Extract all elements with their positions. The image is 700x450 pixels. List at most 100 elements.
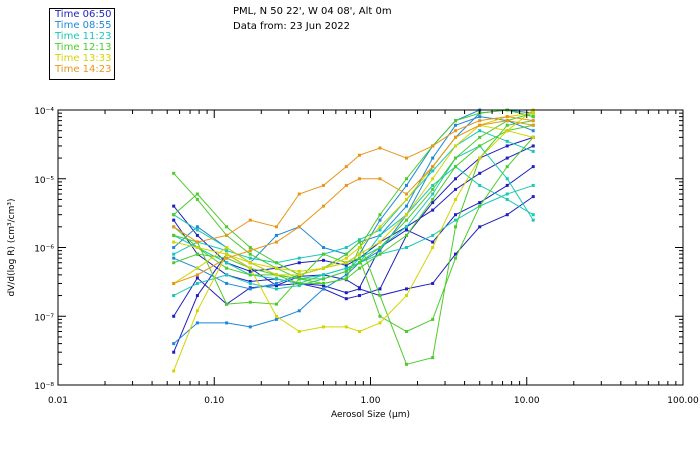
data-point (431, 169, 435, 173)
data-point (225, 225, 229, 229)
data-point (248, 325, 252, 329)
data-point (454, 256, 458, 260)
data-point (274, 314, 278, 318)
y-tick-label: 10⁻⁷ (34, 313, 54, 323)
data-point (321, 258, 325, 262)
data-point (505, 144, 509, 148)
date-label: Data from: 23 Jun 2022 (233, 21, 351, 32)
data-point (344, 297, 348, 301)
data-point (405, 177, 409, 181)
data-point (195, 197, 199, 201)
data-point (274, 261, 278, 265)
data-point (321, 266, 325, 270)
data-point (297, 309, 301, 313)
data-point (344, 273, 348, 277)
data-point (225, 256, 229, 260)
data-point (297, 192, 301, 196)
data-point (431, 144, 435, 148)
data-point (274, 317, 278, 321)
data-point (405, 228, 409, 232)
data-point (172, 314, 176, 318)
data-point (297, 261, 301, 265)
data-point (431, 281, 435, 285)
data-point (344, 325, 348, 329)
data-point (172, 204, 176, 208)
data-point (405, 204, 409, 208)
location-label: PML, N 50 22', W 04 08', Alt 0m (233, 6, 392, 17)
series-line (173, 145, 534, 296)
data-point (344, 266, 348, 270)
series-line (173, 109, 534, 372)
data-point (225, 249, 229, 253)
data-point (297, 225, 301, 229)
series-line (173, 124, 534, 284)
x-tick-label: 0.01 (48, 396, 68, 406)
series-line (173, 166, 534, 317)
data-point (531, 218, 535, 222)
data-point (505, 156, 509, 160)
data-point (248, 273, 252, 277)
data-point (378, 314, 382, 318)
data-point (405, 183, 409, 187)
data-point (172, 369, 176, 373)
data-point (172, 225, 176, 229)
data-point (531, 149, 535, 153)
data-point (225, 273, 229, 277)
data-point (531, 144, 535, 148)
data-point (431, 192, 435, 196)
data-point (172, 256, 176, 260)
data-point (505, 139, 509, 143)
data-point (478, 119, 482, 123)
data-point (454, 165, 458, 169)
data-point (248, 252, 252, 256)
data-point (195, 273, 199, 277)
legend-entry: Time 13:33 (55, 53, 112, 64)
data-point (344, 256, 348, 260)
x-tick-label: 10.00 (514, 396, 540, 406)
data-point (195, 252, 199, 256)
data-point (321, 281, 325, 285)
chart-legend: Time 06:50 Time 08:55 Time 11:23 Time 12… (49, 8, 115, 80)
data-point (357, 238, 361, 242)
data-point (531, 119, 535, 123)
data-point (454, 225, 458, 229)
data-point (357, 240, 361, 244)
data-point (431, 246, 435, 249)
data-point (454, 156, 458, 160)
data-point (531, 111, 535, 115)
data-point (431, 208, 435, 212)
data-point (454, 213, 458, 217)
data-point (357, 252, 361, 256)
chart-header: PML, N 50 22', W 04 08', Alt 0m Data fro… (233, 4, 392, 34)
data-point (225, 281, 229, 285)
data-point (297, 284, 301, 288)
data-point (378, 213, 382, 217)
data-point (454, 177, 458, 181)
series-line (173, 145, 534, 272)
data-point (478, 129, 482, 133)
data-point (225, 321, 229, 325)
data-point (195, 233, 199, 237)
data-point (454, 123, 458, 127)
series-line (173, 137, 534, 333)
x-tick-label: 1.00 (360, 396, 380, 406)
data-point (357, 261, 361, 265)
y-tick-label: 10⁻⁴ (34, 107, 54, 117)
series-line (173, 136, 534, 353)
data-point (297, 277, 301, 281)
data-point (195, 240, 199, 244)
data-point (321, 252, 325, 256)
data-point (431, 187, 435, 191)
axes-layer: 0.01 0.10 1.00 10.00 100.00 10⁻⁸ 10⁻⁷ 10⁻⁶ 10⁻⁵ 1… (34, 107, 699, 406)
data-point (378, 321, 382, 325)
data-point (454, 252, 458, 256)
data-point (195, 281, 199, 285)
data-point (248, 269, 252, 273)
data-point (478, 156, 482, 160)
y-axis-label: dV/d(log R) (cm³/cm³) (7, 198, 17, 296)
data-point (478, 115, 482, 119)
data-point (321, 277, 325, 281)
data-point (321, 183, 325, 187)
data-point (225, 302, 229, 306)
data-point (405, 362, 409, 366)
